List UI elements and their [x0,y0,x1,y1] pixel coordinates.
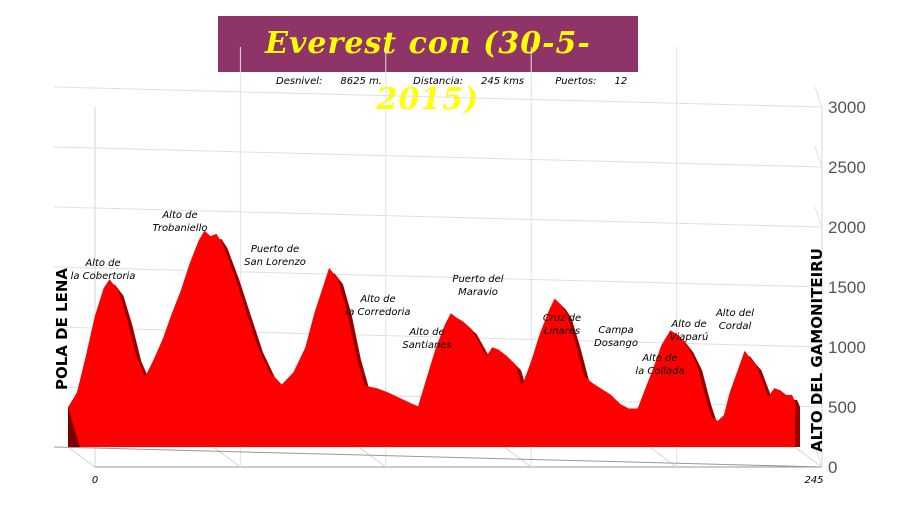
grid-right-diag [814,386,823,408]
x-axis-ticks: 0 245 [92,475,824,486]
pass-annotations: Alto de la Cobertoria Alto de Trobaniello Pu… [71,210,755,377]
grid-depth-tick [213,446,241,468]
pass-annotation: Cordal [719,321,752,332]
puertos-label: Puertos: [555,76,597,87]
pass-annotation: Puerto de [251,244,299,255]
pass-annotation: Viaparú [670,331,709,343]
pass-annotation: Alto de [670,319,706,330]
pass-annotation: Dosango [594,338,638,349]
grid-right-diag [814,206,823,228]
grid-hline [53,86,823,108]
desnivel-stat: Desnivel: 8625 m. [276,76,396,87]
grid-depth-tick [503,446,532,468]
pass-annotation: Cruz de [543,313,581,324]
pass-annotation: Alto de [359,294,395,305]
route-stats: Desnivel: 8625 m. Distancia: 245 kms Puert… [276,76,655,87]
puertos-value: 12 [614,76,628,87]
grid-depth-left [67,446,96,468]
grid-hline [53,446,823,468]
y-tick-label: 1000 [828,338,866,357]
pass-annotation: Puerto del [452,274,503,285]
pass-annotation: Alto de [641,353,677,364]
x-tick-label: 245 [804,475,823,486]
grid-hline [53,206,823,228]
profile-area [68,230,795,447]
grid-right-diag [814,326,823,348]
desnivel-label: Desnivel: [276,76,323,87]
pass-annotation: San Lorenzo [244,257,306,268]
grid-depth-tick [649,446,677,468]
pass-annotation: Alto del [715,308,754,319]
y-tick-label: 3000 [828,98,866,117]
grid-depth-tick [358,446,387,468]
grid-right-diag [814,266,823,288]
pass-annotation: la Collada [635,366,684,377]
distancia-stat: Distancia: 245 kms [413,76,538,87]
y-tick-label: 1500 [828,278,866,297]
title-banner: Everest con (30-5-2015) [218,16,638,117]
grid-hline [53,146,823,168]
y-tick-label: 2500 [828,158,866,177]
pass-annotation: Alto de [84,258,120,269]
elevation-profile [68,230,800,448]
pass-annotation: Maravio [458,287,498,298]
chart-title: Everest con (30-5-2015) [265,26,591,117]
start-label: POLA DE LENA [53,268,71,390]
y-tick-label: 0 [828,458,837,477]
grid-hline [53,266,823,288]
y-tick-label: 2000 [828,218,866,237]
pass-annotation: Alto de [408,327,444,338]
pass-annotation: Trobaniello [153,223,208,234]
distancia-label: Distancia: [413,76,464,87]
x-tick-label: 0 [92,475,98,486]
end-label: ALTO DEL GAMONITEIRU [808,248,826,452]
pass-annotation: Santianes [402,340,451,351]
profile-left-face [68,407,80,448]
desnivel-value: 8625 m. [340,76,382,87]
y-tick-label: 500 [828,398,856,417]
pass-annotation: Campa [598,325,633,336]
y-axis-ticks: 0 500 1000 1500 2000 2500 3000 [53,86,866,477]
grid-right-diag [814,146,823,168]
pass-annotation: la Corredoria [345,307,410,318]
grid-right-diag [814,86,823,108]
grid-right-diag [814,446,823,468]
pass-annotation: la Cobertoria [71,271,136,282]
pass-annotation: Linares [544,326,580,337]
distancia-value: 245 kms [481,76,525,87]
grid-depth-right [794,446,823,468]
pass-annotation: Alto de [161,210,197,221]
puertos-stat: Puertos: 12 [555,76,641,87]
